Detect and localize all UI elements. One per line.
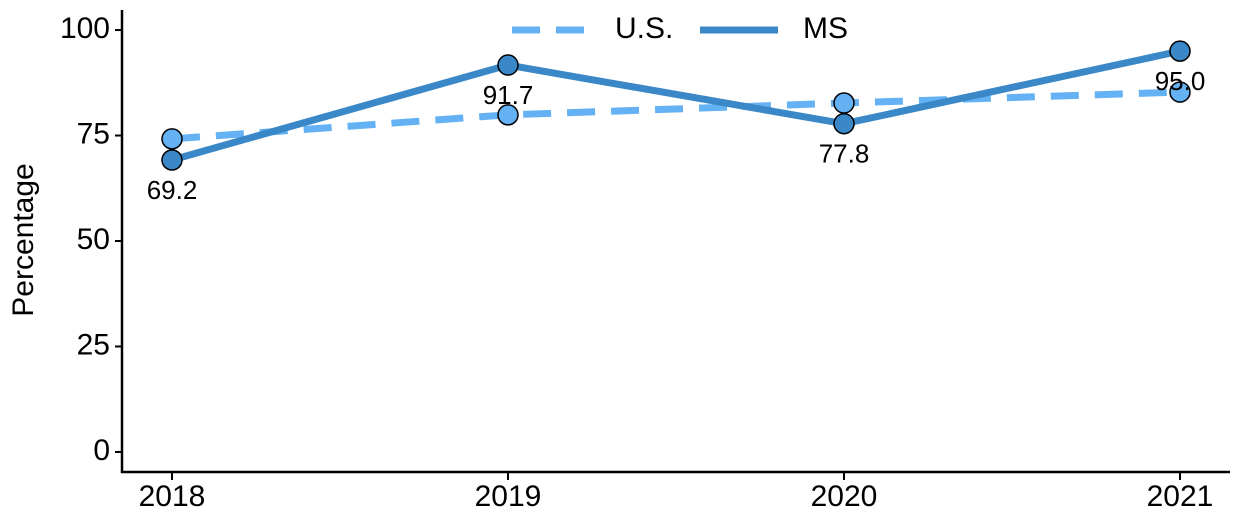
- x-tick-label: 2018: [139, 480, 206, 513]
- data-label: 91.7: [483, 80, 534, 110]
- legend-label: MS: [803, 12, 848, 45]
- data-point: [833, 112, 855, 135]
- data-point: [833, 92, 855, 114]
- y-tick-label: 75: [77, 117, 110, 150]
- y-axis-label: Percentage: [7, 163, 40, 316]
- data-point: [1169, 81, 1191, 103]
- x-tick-label: 2020: [811, 480, 878, 513]
- data-label: 77.8: [819, 139, 870, 169]
- y-tick-label: 0: [93, 434, 110, 467]
- y-tick-label: 50: [77, 223, 110, 256]
- data-point: [161, 128, 183, 150]
- y-tick-label: 25: [77, 328, 110, 361]
- x-tick-label: 2019: [475, 480, 542, 513]
- data-label: 69.2: [147, 175, 198, 205]
- series-line: [171, 47, 1181, 164]
- data-point: [1169, 40, 1191, 62]
- data-label: 95.0: [1155, 66, 1206, 96]
- data-point: [497, 54, 519, 76]
- series-line: [171, 88, 1181, 143]
- x-tick-label: 2021: [1147, 480, 1214, 513]
- data-point: [161, 149, 183, 171]
- data-point: [497, 104, 519, 126]
- y-tick-label: 100: [60, 12, 110, 45]
- legend-label: U.S.: [615, 12, 673, 45]
